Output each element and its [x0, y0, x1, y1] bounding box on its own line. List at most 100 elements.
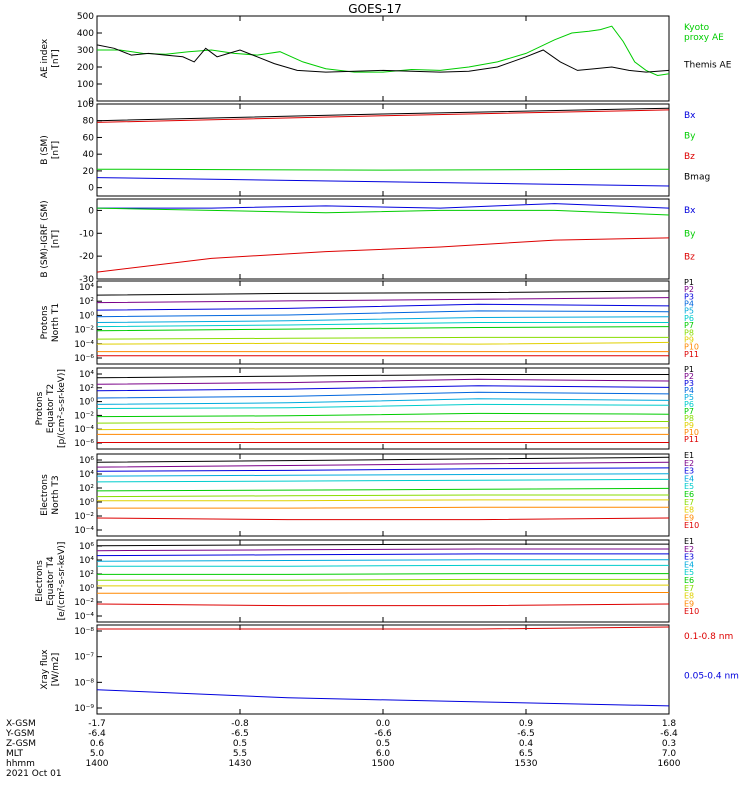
series-line [96, 689, 670, 707]
legend-label: P6 [684, 314, 694, 323]
y-tick-label: 10² [79, 570, 94, 580]
y-tick-label: 100 [77, 100, 94, 110]
footer-value: 7.0 [662, 749, 677, 759]
series-line [96, 385, 670, 392]
series-line [96, 341, 670, 345]
legend-label: P6 [684, 400, 694, 409]
legend-label: P5 [684, 307, 694, 316]
y-tick-label: 10⁻⁴ [74, 612, 94, 622]
panel-frame [96, 15, 670, 102]
series-line [96, 316, 670, 323]
series-line [96, 494, 669, 498]
y-tick-label: 10⁻⁸ [74, 678, 94, 688]
series-line [96, 290, 670, 296]
legend-label: E3 [684, 553, 694, 562]
series-line [96, 297, 670, 304]
series-line [97, 626, 670, 630]
series-line [96, 322, 669, 328]
y-tick-label: 10⁻² [74, 598, 94, 608]
series-line [97, 592, 669, 594]
y-tick-label: 10⁻⁶ [74, 439, 94, 449]
y-axis-label: Protons [40, 305, 50, 339]
footer-value: -0.8 [231, 719, 249, 729]
series-line [96, 207, 670, 216]
legend-label: P8 [684, 328, 694, 337]
series-line [96, 427, 670, 431]
series-line [96, 412, 670, 418]
y-axis-label: [p/(cm²-s-sr-keV)] [57, 369, 67, 448]
y-axis-label: [e/(cm²-s-sr-keV)] [57, 542, 67, 621]
footer-value: 0.3 [662, 739, 676, 749]
legend-label: E1 [684, 451, 694, 460]
y-axis-label: B (SM)-IGRF (SM) [40, 200, 50, 277]
series-line [96, 543, 669, 547]
footer-value: 5.5 [233, 749, 247, 759]
footer-value: 1430 [229, 759, 252, 769]
y-tick-label: -20 [79, 252, 94, 262]
legend-label: proxy AE [684, 33, 724, 43]
legend-label: P2 [684, 285, 694, 294]
y-tick-label: 100 [77, 80, 94, 90]
y-tick-label: 10⁴ [79, 470, 94, 480]
footer-value: -1.7 [88, 719, 106, 729]
y-tick-label: 10⁻⁷ [74, 653, 94, 663]
y-tick-label: 40 [83, 150, 95, 160]
footer-row-label: Z-GSM [6, 739, 36, 749]
footer-row-label: Y-GSM [5, 729, 34, 739]
y-tick-label: 0 [88, 97, 94, 107]
series-line [96, 177, 670, 187]
footer-value: 0.4 [519, 739, 534, 749]
legend-label: P4 [684, 386, 694, 395]
y-axis-label: [nT] [51, 49, 61, 67]
y-axis-label: Electrons [40, 474, 50, 516]
series-line [96, 374, 669, 379]
y-tick-label: 10⁻² [74, 411, 94, 421]
legend-label: Bz [684, 152, 695, 162]
y-tick-label: 10⁰ [79, 311, 94, 321]
y-tick-label: -10 [79, 229, 94, 239]
footer-value: 0.0 [376, 719, 391, 729]
series-line [96, 478, 670, 483]
y-tick-label: 80 [83, 117, 95, 127]
y-axis-label: Xray flux [40, 649, 50, 690]
legend-label: P3 [684, 379, 694, 388]
series-line [96, 456, 670, 463]
panel-frame [96, 624, 670, 715]
panel-frame [96, 198, 670, 280]
legend-label: P10 [684, 343, 699, 352]
legend-label: Bmag [684, 173, 710, 183]
series-line [96, 378, 670, 385]
series-line [97, 584, 669, 587]
y-tick-label: 10⁻⁴ [74, 526, 94, 536]
legend-label: 0.1-0.8 nm [684, 632, 733, 642]
legend-label: E9 [684, 513, 694, 522]
series-line [97, 564, 669, 567]
panel-frame [96, 539, 670, 623]
legend-label: 0.05-0.4 nm [684, 672, 739, 682]
y-tick-label: 10⁻⁸ [74, 627, 94, 637]
y-axis-label: B (SM) [40, 135, 50, 165]
y-tick-label: 10⁻⁴ [74, 425, 94, 435]
legend-label: P3 [684, 292, 694, 301]
legend-label: Kyoto [684, 23, 710, 33]
legend-label: E2 [684, 459, 694, 468]
y-tick-label: 400 [77, 29, 94, 39]
y-tick-label: 10⁶ [79, 456, 94, 466]
y-axis-label: Equator T2 [46, 384, 56, 433]
series-line [96, 487, 670, 492]
y-tick-label: 10⁻⁴ [74, 340, 94, 350]
legend-label: By [684, 132, 696, 142]
y-tick-label: -30 [79, 275, 94, 285]
series-line [96, 336, 669, 340]
footer-value: 0.5 [376, 739, 390, 749]
series-line [96, 168, 670, 171]
y-tick-label: 0 [88, 206, 94, 216]
legend-label: Themis AE [683, 61, 732, 71]
series-line [96, 473, 670, 477]
legend-label: E6 [684, 576, 694, 585]
footer-row-label: hhmm [6, 759, 35, 769]
chart-title: GOES-17 [348, 2, 402, 16]
footer-value: 5.0 [90, 749, 105, 759]
legend-label: By [684, 229, 696, 239]
series-line [96, 461, 670, 468]
